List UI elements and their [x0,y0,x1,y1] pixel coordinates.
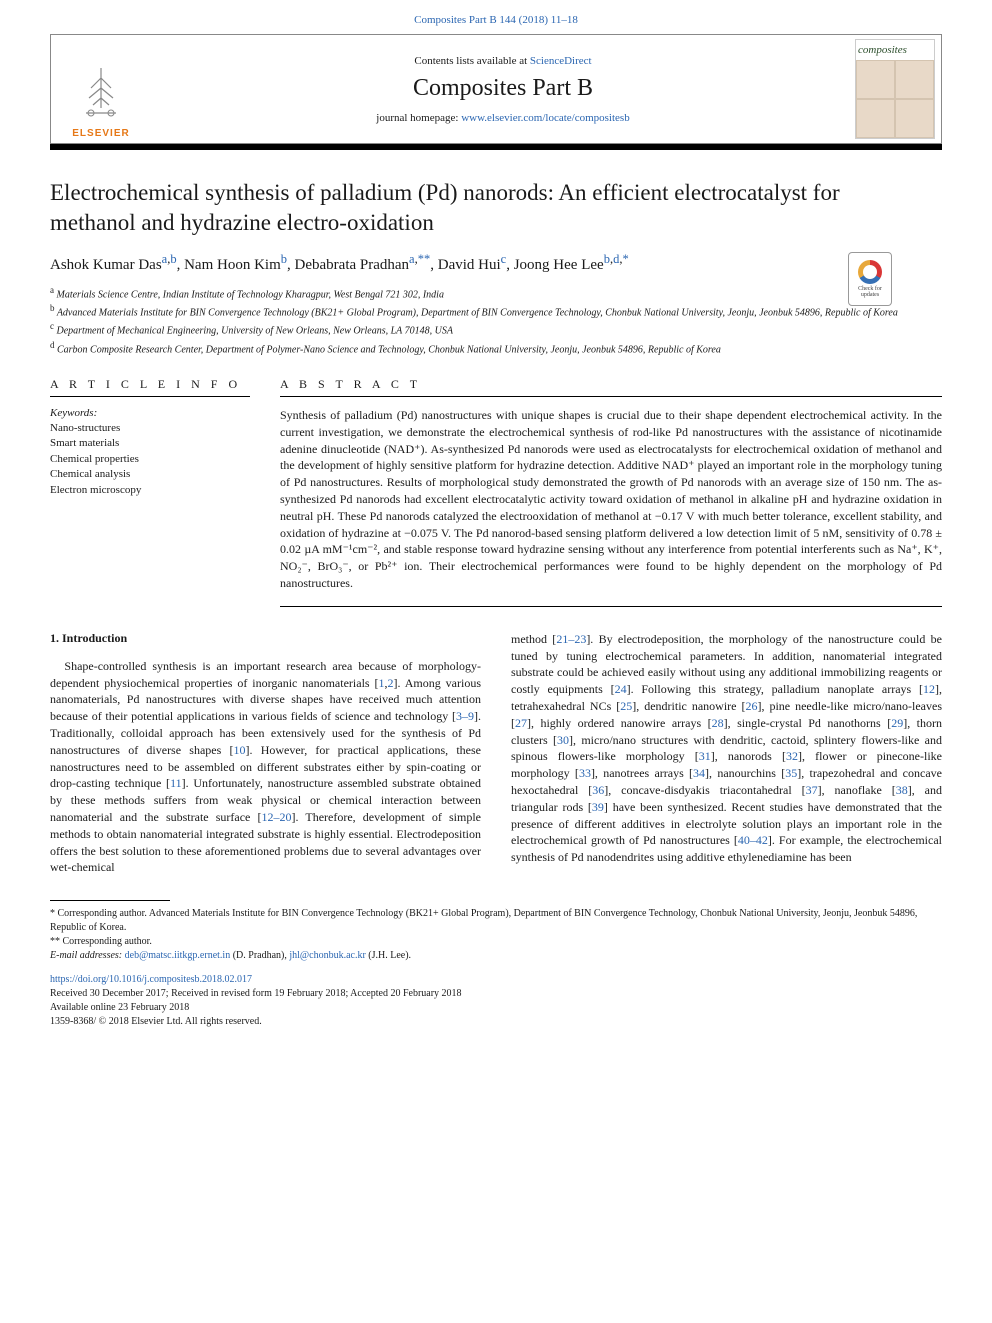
affiliation-line: d Carbon Composite Research Center, Depa… [50,339,942,357]
header-center: Contents lists available at ScienceDirec… [151,55,855,124]
abstract-bottom-rule [280,606,942,607]
keywords-list: Nano-structuresSmart materialsChemical p… [50,421,250,498]
footnotes: * Corresponding author. Advanced Materia… [50,907,942,963]
homepage-pre: journal homepage: [376,112,461,124]
keyword-item: Chemical analysis [50,467,250,482]
article-info-head: A R T I C L E I N F O [50,377,250,392]
body-paragraph: method [21–23]. By electrodeposition, th… [511,631,942,866]
keywords-label: Keywords: [50,407,250,419]
affiliations: a Materials Science Centre, Indian Insti… [50,284,942,357]
online-line: Available online 23 February 2018 [50,1001,942,1015]
check-updates-label: Check for updates [849,286,891,298]
top-citation-link: Composites Part B 144 (2018) 11–18 [0,0,992,34]
email-link-1[interactable]: deb@matsc.iitkgp.ernet.in [125,950,231,961]
keyword-item: Nano-structures [50,421,250,436]
copyright-line: 1359-8368/ © 2018 Elsevier Ltd. All righ… [50,1015,942,1029]
article-info-column: A R T I C L E I N F O Keywords: Nano-str… [50,377,250,607]
article-title: Electrochemical synthesis of palladium (… [50,178,942,238]
abstract-head: A B S T R A C T [280,377,942,392]
body-columns: 1. Introduction Shape-controlled synthes… [50,631,942,876]
corresponding-note-2: ** Corresponding author. [50,935,942,949]
body-column-left: 1. Introduction Shape-controlled synthes… [50,631,481,876]
keyword-item: Electron microscopy [50,483,250,498]
affiliation-line: a Materials Science Centre, Indian Insti… [50,284,942,302]
homepage-link[interactable]: www.elsevier.com/locate/compositesb [461,112,630,124]
journal-cover-thumbnail: composites [855,39,935,139]
body-paragraph: Shape-controlled synthesis is an importa… [50,658,481,876]
email-name-2: (J.H. Lee). [366,950,411,961]
citation-link[interactable]: Composites Part B 144 (2018) 11–18 [414,14,578,26]
email-name-1: (D. Pradhan), [230,950,289,961]
doi-link[interactable]: https://doi.org/10.1016/j.compositesb.20… [50,974,252,985]
email-label: E-mail addresses: [50,950,122,961]
footnote-separator [50,900,170,901]
received-line: Received 30 December 2017; Received in r… [50,987,942,1001]
contents-pre: Contents lists available at [414,55,529,67]
introduction-heading: 1. Introduction [50,631,481,646]
homepage-line: journal homepage: www.elsevier.com/locat… [151,112,855,124]
abstract-column: A B S T R A C T Synthesis of palladium (… [280,377,942,607]
cover-body [856,60,934,138]
sciencedirect-link[interactable]: ScienceDirect [530,55,592,67]
header-box: ELSEVIER Contents lists available at Sci… [50,34,942,144]
elsevier-tree-icon [66,58,136,128]
abstract-text: Synthesis of palladium (Pd) nanostructur… [280,407,942,592]
elsevier-wordmark: ELSEVIER [72,128,129,139]
contents-line: Contents lists available at ScienceDirec… [151,55,855,67]
body-column-right: method [21–23]. By electrodeposition, th… [511,631,942,876]
elsevier-logo: ELSEVIER [51,35,151,143]
check-updates-badge[interactable]: Check for updates [848,252,892,306]
crossmark-icon [858,260,882,284]
email-line: E-mail addresses: deb@matsc.iitkgp.ernet… [50,949,942,963]
affiliation-line: b Advanced Materials Institute for BIN C… [50,302,942,320]
authors-line: Ashok Kumar Dasa,b, Nam Hoon Kimb, Debab… [50,252,942,274]
info-rule [50,396,250,397]
keyword-item: Smart materials [50,436,250,451]
corresponding-note-1: * Corresponding author. Advanced Materia… [50,907,942,935]
abstract-rule [280,396,942,397]
affiliation-line: c Department of Mechanical Engineering, … [50,320,942,338]
cover-title: composites [856,40,934,60]
keyword-item: Chemical properties [50,452,250,467]
journal-title: Composites Part B [151,75,855,102]
email-link-2[interactable]: jhl@chonbuk.ac.kr [289,950,365,961]
doi-block: https://doi.org/10.1016/j.compositesb.20… [50,973,942,1029]
